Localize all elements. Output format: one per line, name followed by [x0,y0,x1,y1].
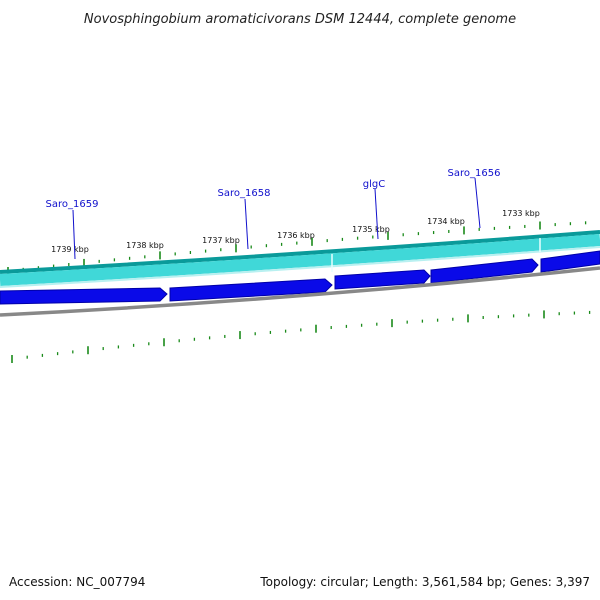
tick-label-group: 1739 kbp 1738 kbp 1737 kbp 1736 kbp 1735… [51,209,540,254]
genome-backbone [0,230,600,288]
tick-label: 1734 kbp [427,217,465,226]
gene-label-saro-1659[interactable]: Saro_1659 [46,199,99,210]
backbone-outer-edge [0,230,600,274]
tick-label: 1737 kbp [202,236,240,245]
tick-label: 1735 kbp [352,225,390,234]
gene-label-leader-line [474,177,481,229]
gene-arrow-icon[interactable] [0,287,168,305]
genome-title: Novosphingobium aromaticivorans DSM 1244… [84,12,516,27]
gene-label-glgc[interactable]: glgC [363,179,385,190]
gene-label-leader-line [72,209,76,260]
gene-track [0,250,600,305]
genome-summary-text: Topology: circular; Length: 3,561,584 bp… [259,575,590,589]
inner-tick-marks [11,310,591,363]
gene-label-group: Saro_1659 Saro_1658 glgC Saro_1656 [46,168,501,260]
gene-arrow-icon[interactable] [334,269,431,290]
gene-arrow-icon[interactable] [169,278,333,302]
gene-label-leader-line [374,188,379,240]
accession-text: Accession: NC_007794 [9,575,145,589]
gene-arrow-icon[interactable] [540,250,600,273]
inner-gray-track [0,266,600,317]
tick-label: 1736 kbp [277,231,315,240]
backbone-band [0,234,600,286]
gene-arrow-icon[interactable] [430,258,539,284]
backbone-inner-edge [0,246,600,288]
gene-label-saro-1658[interactable]: Saro_1658 [218,188,271,199]
tick-label: 1733 kbp [502,209,540,218]
tick-label: 1738 kbp [126,241,164,250]
gene-label-saro-1656[interactable]: Saro_1656 [448,168,501,179]
gene-label-leader-line [244,198,249,250]
tick-label: 1739 kbp [51,245,89,254]
outer-tick-marks [7,221,587,275]
